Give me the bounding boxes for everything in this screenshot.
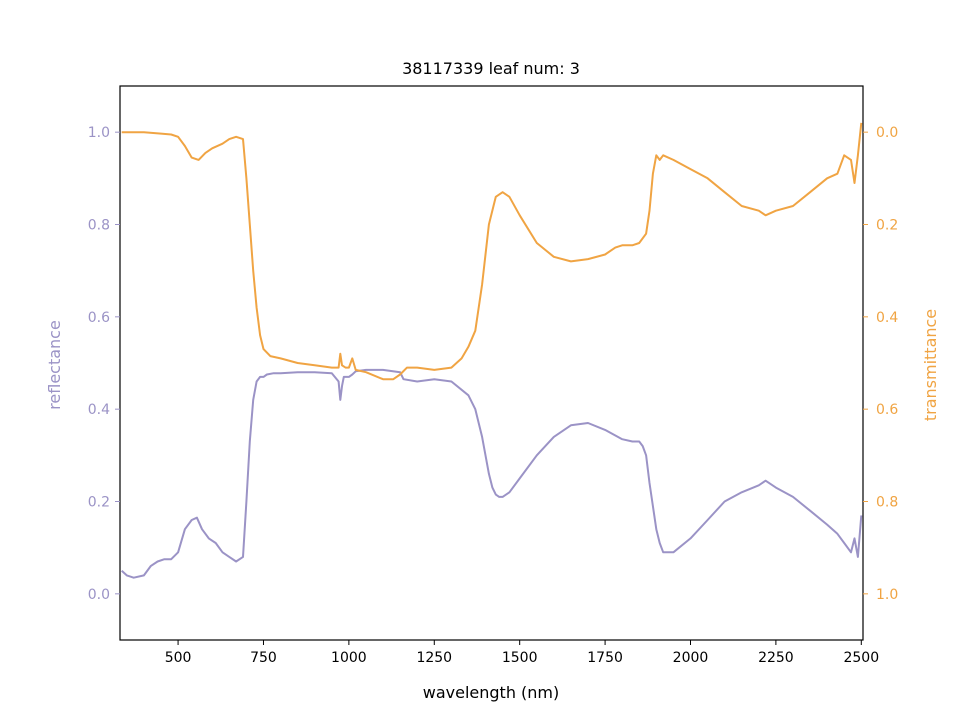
x-tick-label: 2000 xyxy=(673,650,709,666)
plot-area-frame xyxy=(119,85,864,641)
x-axis-label: wavelength (nm) xyxy=(423,683,560,702)
x-tick-label: 2500 xyxy=(843,650,879,666)
x-tick-label: 1750 xyxy=(587,650,623,666)
y-tick-label-transmittance: 0.6 xyxy=(876,402,898,418)
y-axis-reflectance: 0.0 0.2 0.4 0.6 0.8 1.0 xyxy=(88,125,120,603)
reflectance-line xyxy=(121,368,863,579)
y-axis-transmittance: 0.0 0.2 0.4 0.6 0.8 1.0 xyxy=(863,125,898,603)
y-tick-label-reflectance: 1.0 xyxy=(88,125,110,141)
y-axis-label-reflectance: reflectance xyxy=(45,320,64,410)
y-tick-label-transmittance: 0.0 xyxy=(876,125,898,141)
series-layer xyxy=(121,122,863,579)
y-tick-label-reflectance: 0.6 xyxy=(88,310,110,326)
x-tick-label: 1000 xyxy=(331,650,367,666)
y-tick-label-reflectance: 0.0 xyxy=(88,587,110,603)
x-tick-label: 2250 xyxy=(758,650,794,666)
y-tick-label-reflectance: 0.8 xyxy=(88,218,110,234)
x-tick-label: 1250 xyxy=(416,650,452,666)
transmittance-line xyxy=(121,122,863,381)
x-axis: 500 750 1000 1250 1500 1750 2000 2250 2500 xyxy=(165,640,879,666)
y-axis-label-transmittance: transmittance xyxy=(921,309,940,421)
y-tick-label-transmittance: 0.2 xyxy=(876,218,898,234)
chart-title: 38117339 leaf num: 3 xyxy=(402,59,580,78)
y-tick-label-reflectance: 0.4 xyxy=(88,402,110,418)
x-tick-label: 750 xyxy=(250,650,277,666)
y-tick-label-transmittance: 0.8 xyxy=(876,495,898,511)
y-tick-label-reflectance: 0.2 xyxy=(88,495,110,511)
x-tick-label: 1500 xyxy=(502,650,538,666)
y-tick-label-transmittance: 1.0 xyxy=(876,587,898,603)
x-tick-label: 500 xyxy=(165,650,192,666)
y-tick-label-transmittance: 0.4 xyxy=(876,310,898,326)
